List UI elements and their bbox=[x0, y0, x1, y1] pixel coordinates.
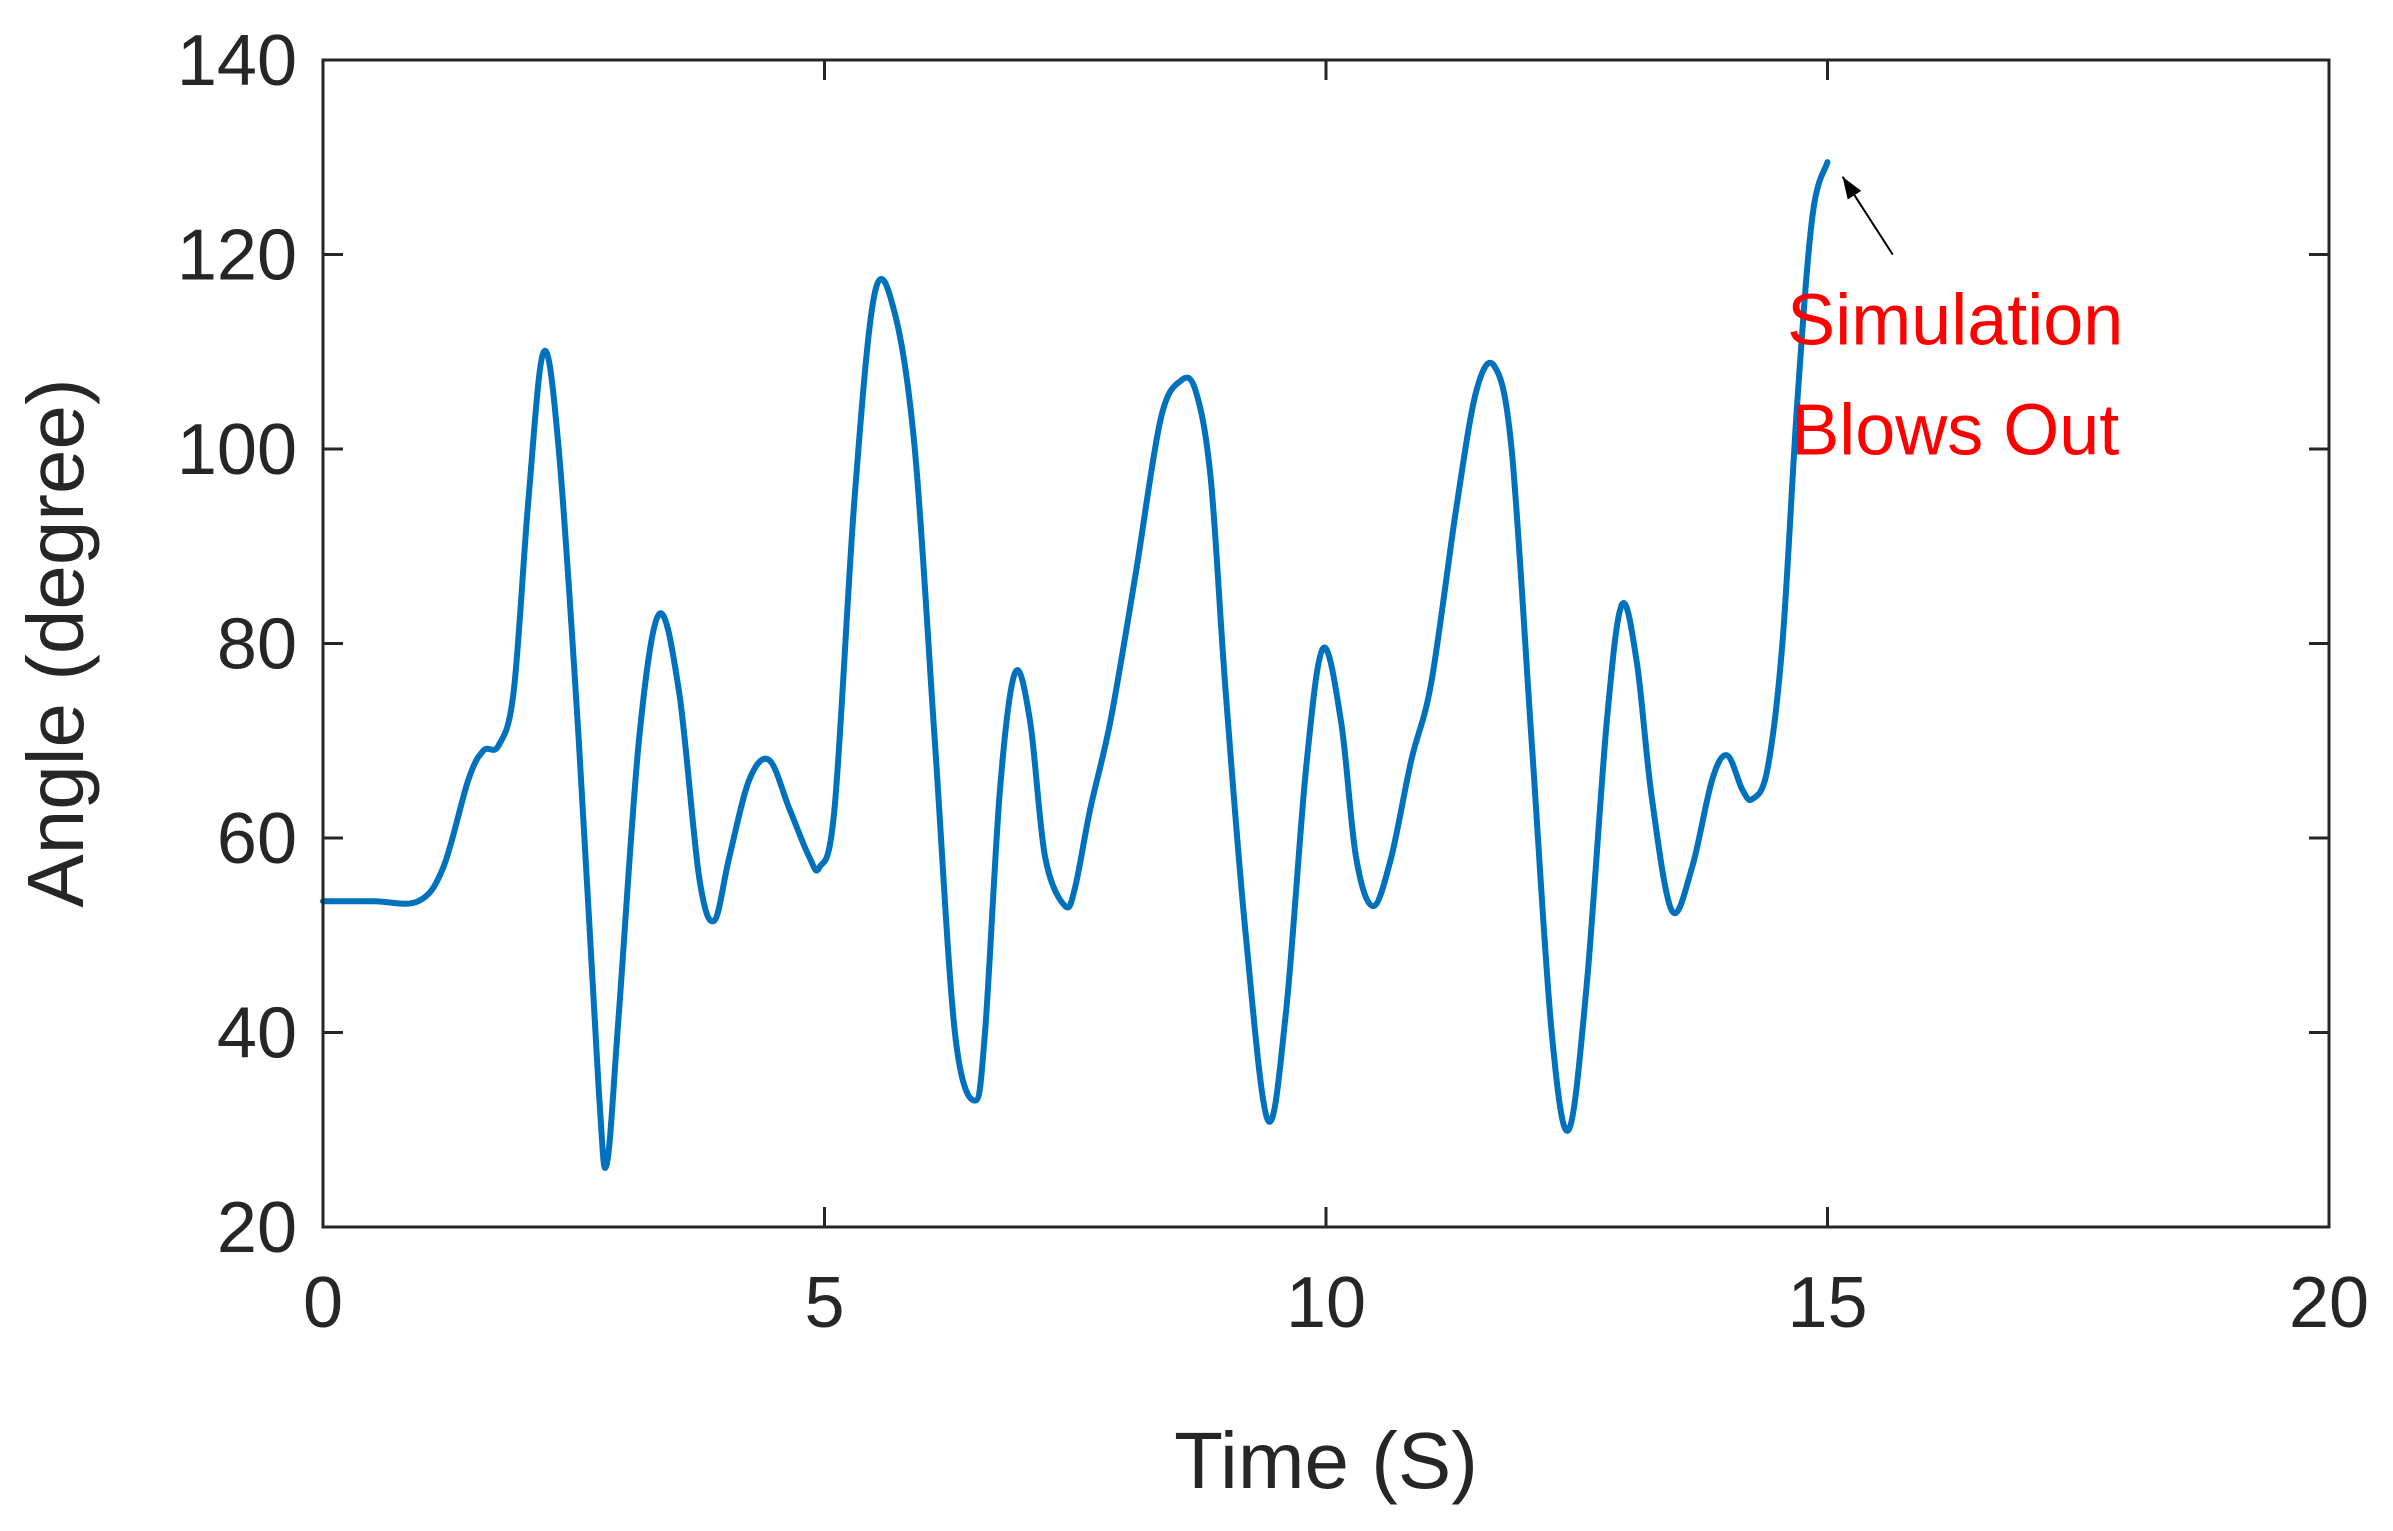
x-tick-label: 20 bbox=[2289, 1263, 2369, 1343]
x-tick-label: 5 bbox=[804, 1263, 844, 1343]
annotation-text-line: Blows Out bbox=[1791, 391, 2119, 471]
y-tick-label: 100 bbox=[177, 410, 297, 490]
y-tick-label: 140 bbox=[177, 21, 297, 101]
x-tick-label: 15 bbox=[1787, 1263, 1867, 1343]
annotation-layer: Simulation Blows Out bbox=[1787, 176, 2123, 471]
series-line bbox=[320, 159, 1831, 1171]
plot-frame bbox=[321, 58, 2331, 1229]
y-axis-ticks: 20 40 60 80 100 120 140 bbox=[177, 21, 2329, 1268]
y-axis-title: Angle (degree) bbox=[11, 378, 100, 907]
y-tick-label: 120 bbox=[177, 216, 297, 296]
y-tick-label: 80 bbox=[217, 605, 297, 685]
plot-background bbox=[323, 60, 2329, 1227]
x-tick-label: 0 bbox=[303, 1263, 343, 1343]
x-axis-ticks: 0 5 10 15 20 bbox=[303, 60, 2369, 1343]
series-layer bbox=[320, 159, 1831, 1171]
annotation-text-line: Simulation bbox=[1787, 281, 2123, 361]
x-axis-title: Time (S) bbox=[1174, 1416, 1478, 1505]
annotation-arrow-head bbox=[1842, 176, 1862, 200]
x-tick-label: 10 bbox=[1286, 1263, 1366, 1343]
y-tick-label: 40 bbox=[217, 994, 297, 1074]
y-tick-label: 20 bbox=[217, 1188, 297, 1268]
y-tick-label: 60 bbox=[217, 799, 297, 879]
